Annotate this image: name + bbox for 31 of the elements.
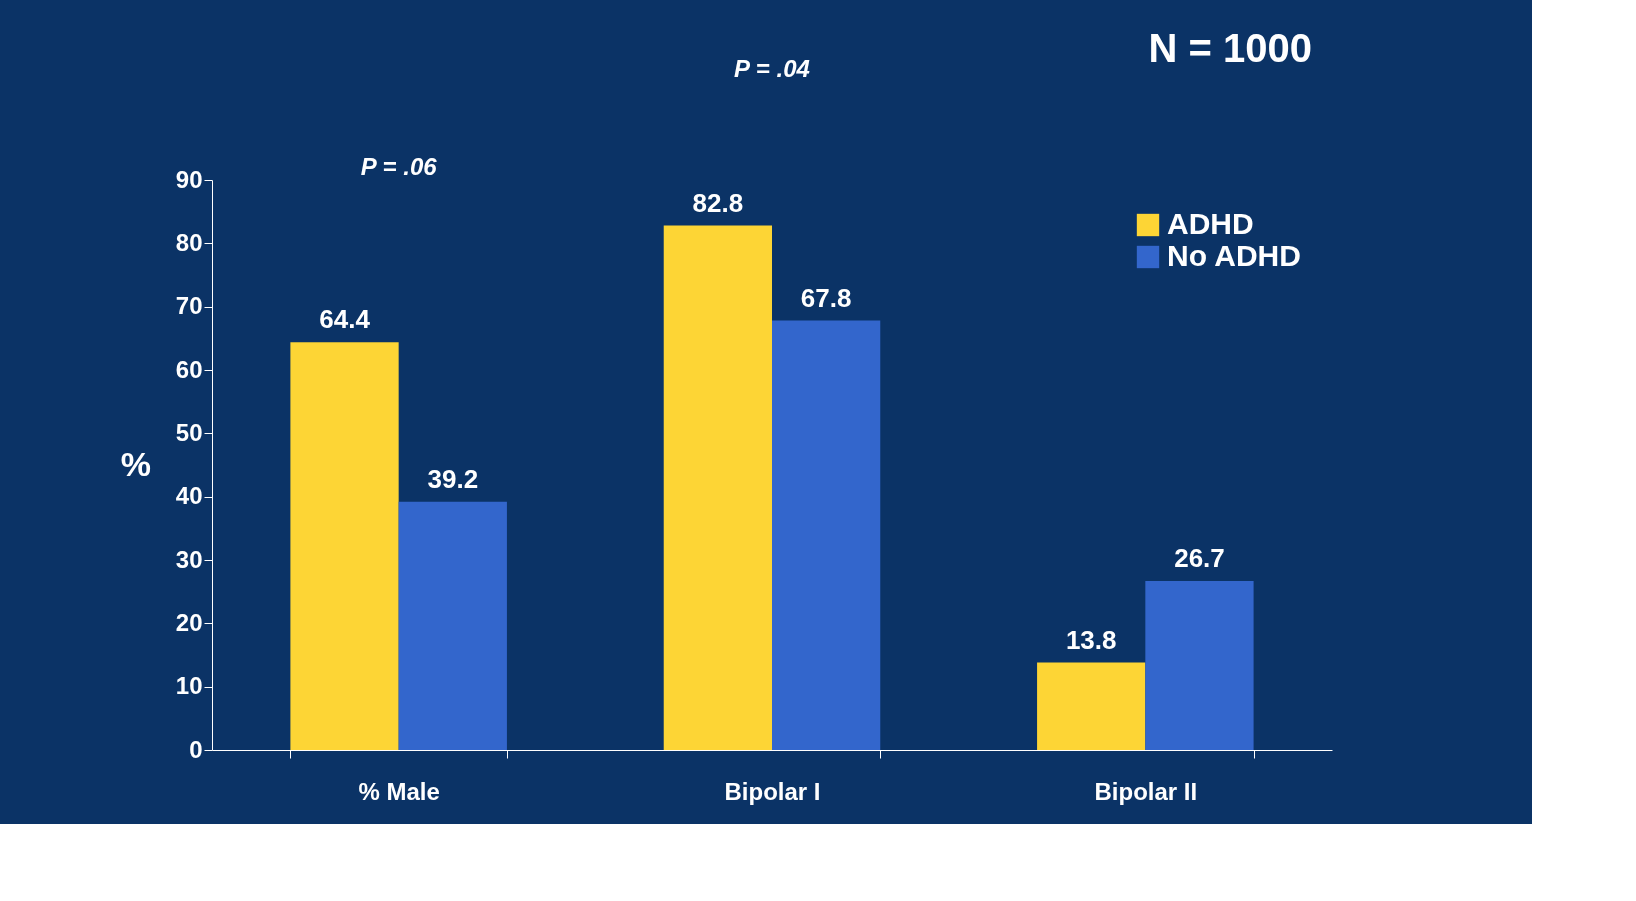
y-tick-label: 50 [175,418,203,446]
bar [290,342,399,750]
legend-label: No ADHD [1167,239,1301,272]
y-tick-label: 80 [175,228,203,256]
text: N = 1000 [1148,26,1312,70]
bar [1037,662,1146,750]
y-tick-label: 0 [189,735,203,763]
y-tick-label: 40 [175,482,203,510]
text: P = .06 [360,153,438,180]
data-label: 64.4 [319,304,371,335]
bar [663,225,772,750]
x-tick-label: Bipolar I [724,777,821,805]
x-tick-label: % Male [358,777,440,805]
bar [398,501,507,750]
data-label: 39.2 [427,463,479,494]
bar [772,320,881,750]
data-label: 67.8 [800,282,852,313]
y-tick-label: 60 [175,355,203,383]
y-tick-label: 70 [175,292,203,320]
y-tick-label: 10 [175,672,203,700]
legend-label: ADHD [1167,207,1254,240]
data-label: 13.8 [1065,624,1117,655]
y-tick-label: 90 [175,165,203,193]
data-label: 26.7 [1174,542,1225,573]
y-axis-title: % [120,444,151,483]
bar [1145,580,1254,750]
x-tick-label: Bipolar II [1094,777,1198,805]
y-tick-label: 20 [175,608,203,636]
data-label: 82.8 [692,187,744,218]
text: P = .04 [734,55,810,82]
y-tick-label: 30 [175,545,203,573]
